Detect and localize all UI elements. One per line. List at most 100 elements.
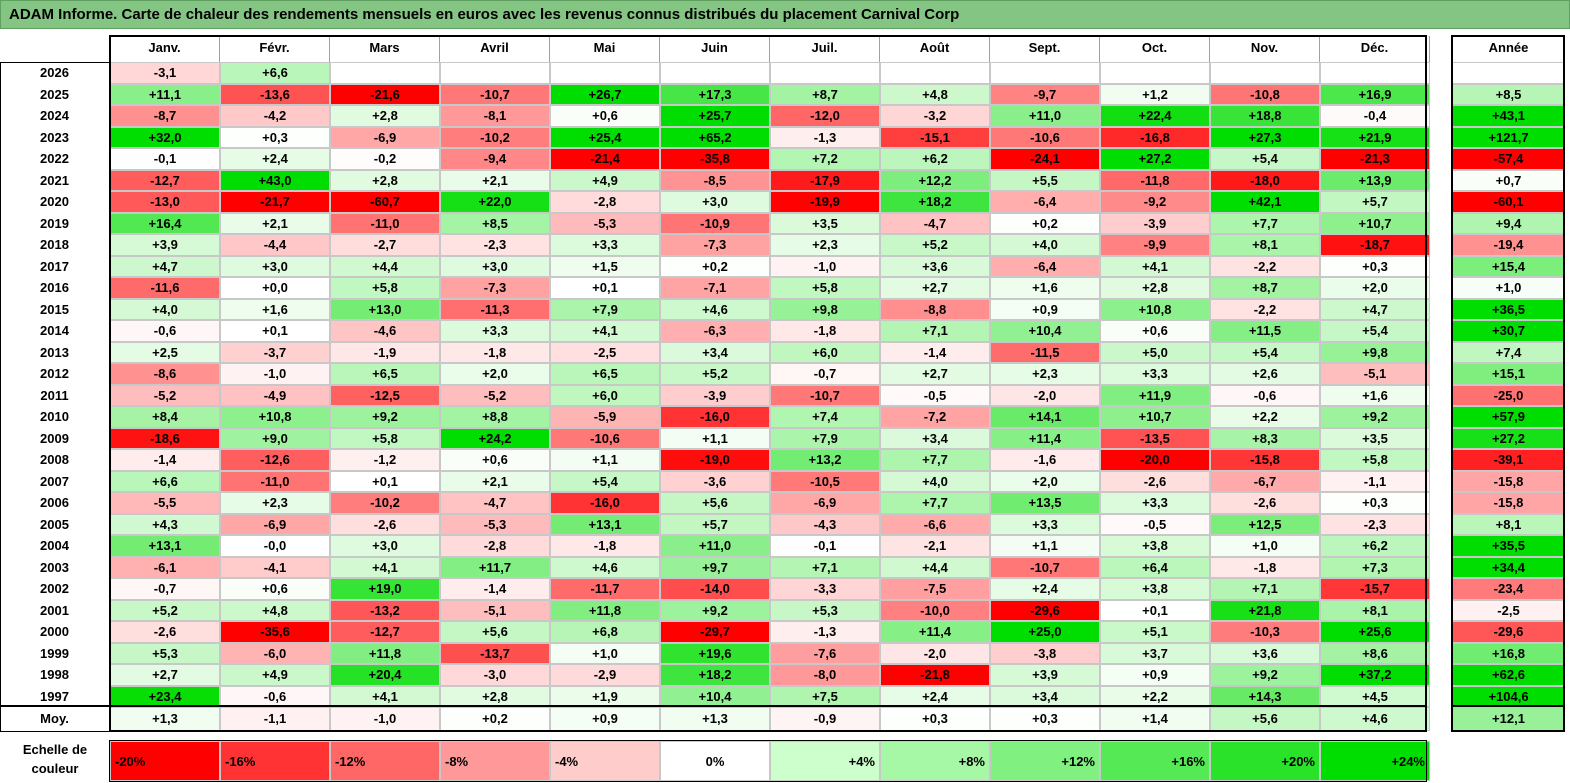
year-row-label: 2024 xyxy=(40,108,69,123)
heatmap-cell: -7,5 xyxy=(880,578,990,600)
month-header: Févr. xyxy=(220,36,330,62)
heatmap-cell: +12,2 xyxy=(880,169,990,191)
heatmap-cell: +2,1 xyxy=(440,169,550,191)
year-total-cell: +43,1 xyxy=(1452,105,1565,127)
heatmap-cell: -1,9 xyxy=(330,341,440,363)
heatmap-cell: -10,5 xyxy=(770,470,880,492)
heatmap-cell: +1,1 xyxy=(990,535,1100,557)
heatmap-cell: -6,0 xyxy=(220,642,330,664)
heatmap-cell: -14,0 xyxy=(660,578,770,600)
heatmap-cell: +11,7 xyxy=(440,556,550,578)
year-row-label: 2025 xyxy=(40,86,69,102)
year-row-label: 2001 xyxy=(40,602,69,618)
year-total-cell: +0,7 xyxy=(1452,169,1565,191)
heatmap-cell: +0,2 xyxy=(440,707,550,731)
heatmap-cell: -7,3 xyxy=(660,234,770,256)
heatmap-cell: +3,3 xyxy=(440,320,550,342)
color-scale-swatch: +16% xyxy=(1100,741,1210,781)
heatmap-cell: +9,2 xyxy=(330,406,440,428)
heatmap-cell: +11,0 xyxy=(660,535,770,557)
year-header: Année xyxy=(1488,40,1529,55)
heatmap-cell: -19,9 xyxy=(770,191,880,213)
heatmap-cell: -6,4 xyxy=(990,255,1100,277)
heatmap-cell: +25,6 xyxy=(1320,621,1430,643)
heatmap-cell: -4,3 xyxy=(770,513,880,535)
heatmap-cell: -2,6 xyxy=(110,621,220,643)
year-row-label: 2006 xyxy=(40,495,69,510)
heatmap-cell: +8,3 xyxy=(1210,427,1320,449)
heatmap-cell: +18,8 xyxy=(1210,105,1320,127)
heatmap-cell: +10,8 xyxy=(220,406,330,428)
heatmap-cell: -19,0 xyxy=(660,449,770,471)
heatmap-cell: -21,6 xyxy=(330,83,440,105)
heatmap-cell: +10,8 xyxy=(1100,298,1210,320)
heatmap-cell: +0,6 xyxy=(440,449,550,471)
heatmap-cell: +5,8 xyxy=(330,427,440,449)
heatmap-cell: -4,1 xyxy=(220,556,330,578)
heatmap-cell: +21,8 xyxy=(1210,599,1320,621)
year-total-cell xyxy=(1452,62,1565,84)
heatmap-cell: +0,6 xyxy=(220,578,330,600)
chart-title: ADAM Informe. Carte de chaleur des rende… xyxy=(0,0,1570,29)
heatmap-cell: -1,3 xyxy=(770,621,880,643)
year-total-cell: +7,4 xyxy=(1452,341,1565,363)
heatmap-cell: +22,0 xyxy=(440,191,550,213)
year-total-cell: +30,7 xyxy=(1452,320,1565,342)
heatmap-cell: +3,8 xyxy=(1100,578,1210,600)
heatmap-cell: +13,1 xyxy=(110,535,220,557)
heatmap-cell: -8,5 xyxy=(660,169,770,191)
heatmap-cell: +13,9 xyxy=(1320,169,1430,191)
heatmap-cell: -5,1 xyxy=(1320,363,1430,385)
heatmap-cell: +2,8 xyxy=(440,685,550,707)
heatmap-cell: +5,8 xyxy=(770,277,880,299)
heatmap-cell: -20,0 xyxy=(1100,449,1210,471)
heatmap-cell: +1,6 xyxy=(990,277,1100,299)
heatmap-cell: +2,2 xyxy=(1210,406,1320,428)
heatmap-cell: +3,6 xyxy=(880,255,990,277)
heatmap-cell: +3,4 xyxy=(990,685,1100,707)
heatmap-cell: -4,7 xyxy=(440,492,550,514)
heatmap-cell: +5,4 xyxy=(1320,320,1430,342)
heatmap-cell: -24,1 xyxy=(990,148,1100,170)
heatmap-cell: -0,6 xyxy=(220,685,330,707)
year-row-label: 2019 xyxy=(40,215,69,231)
heatmap-cell: +0,9 xyxy=(550,707,660,731)
heatmap-cell: +0,6 xyxy=(1100,320,1210,342)
year-total-cell: +34,4 xyxy=(1452,556,1565,578)
heatmap-cell: +6,4 xyxy=(1100,556,1210,578)
heatmap-cell: +3,0 xyxy=(440,255,550,277)
heatmap-cell: -1,1 xyxy=(1320,470,1430,492)
heatmap-cell: +0,1 xyxy=(1100,599,1210,621)
heatmap-cell: +4,4 xyxy=(330,255,440,277)
heatmap-cell: +19,6 xyxy=(660,642,770,664)
year-total-cell: +8,5 xyxy=(1452,83,1565,105)
heatmap-cell: -4,6 xyxy=(330,320,440,342)
heatmap-cell: +9,2 xyxy=(1210,664,1320,686)
heatmap-cell: -11,0 xyxy=(220,470,330,492)
heatmap-cell: +0,1 xyxy=(220,320,330,342)
heatmap-cell: -1,0 xyxy=(770,255,880,277)
heatmap-cell: +9,7 xyxy=(660,556,770,578)
year-row-label: 1999 xyxy=(40,645,69,661)
heatmap-cell: -6,9 xyxy=(330,126,440,148)
heatmap-cell: -6,4 xyxy=(990,191,1100,213)
heatmap-cell: -16,0 xyxy=(550,492,660,514)
heatmap-cell: -3,3 xyxy=(770,578,880,600)
heatmap-cell: -12,7 xyxy=(110,169,220,191)
year-total-cell: +9,4 xyxy=(1452,212,1565,234)
heatmap-cell: -18,7 xyxy=(1320,234,1430,256)
heatmap-cell: +25,0 xyxy=(990,621,1100,643)
year-row-label: 2003 xyxy=(40,559,69,575)
heatmap-cell: +8,1 xyxy=(1210,234,1320,256)
year-total-cell: +57,9 xyxy=(1452,406,1565,428)
color-scale-swatch: 0% xyxy=(660,741,770,781)
heatmap-cell: +2,7 xyxy=(880,277,990,299)
heatmap-cell: +3,3 xyxy=(1100,492,1210,514)
heatmap-cell: +0,0 xyxy=(220,277,330,299)
heatmap-cell: +43,0 xyxy=(220,169,330,191)
heatmap-cell: -7,1 xyxy=(660,277,770,299)
heatmap-cell: +4,8 xyxy=(880,83,990,105)
heatmap-cell: -8,1 xyxy=(440,105,550,127)
heatmap-cell: -13,6 xyxy=(220,83,330,105)
heatmap-cell: +2,8 xyxy=(330,105,440,127)
